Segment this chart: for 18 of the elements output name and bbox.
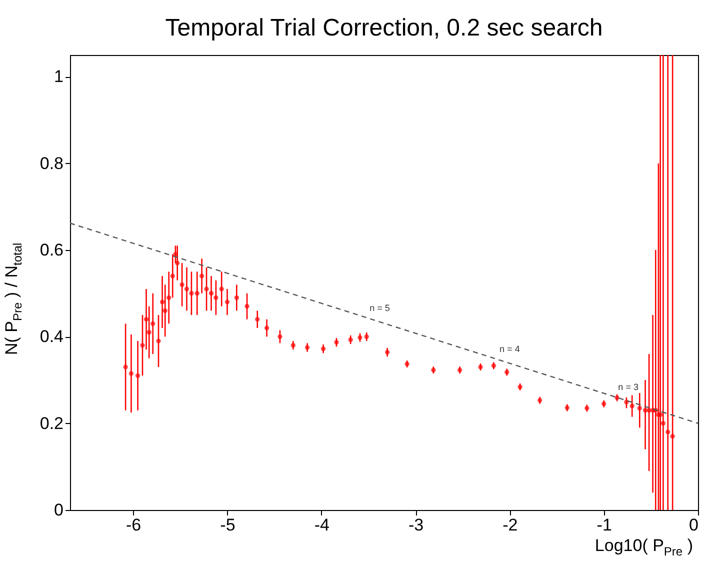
y-tick-label: 0 xyxy=(54,500,64,520)
x-tick-label: -1 xyxy=(596,516,612,534)
annotation: n = 3 xyxy=(618,382,638,392)
x-tick-label: -6 xyxy=(126,516,142,534)
y-tick-label: 0.2 xyxy=(40,414,64,433)
y-tick-label: 0.4 xyxy=(40,327,64,346)
annotation: n = 5 xyxy=(370,302,390,313)
x-tick-label: -4 xyxy=(314,516,330,534)
y-tick-label: 1 xyxy=(54,67,64,86)
x-tick-label: 0 xyxy=(689,516,698,534)
y-tick-label: 0.6 xyxy=(40,240,64,260)
chart-title: Temporal Trial Correction, 0.2 sec search xyxy=(165,14,603,42)
x-tick-label: -5 xyxy=(220,516,236,534)
x-axis-title: Log10( P$_{Pre}$ ) xyxy=(594,536,693,558)
annotation: n = 4 xyxy=(500,344,520,354)
x-tick-label: -3 xyxy=(408,516,424,534)
x-tick-label: -2 xyxy=(502,516,518,534)
y-tick-label: 0.8 xyxy=(40,154,64,173)
